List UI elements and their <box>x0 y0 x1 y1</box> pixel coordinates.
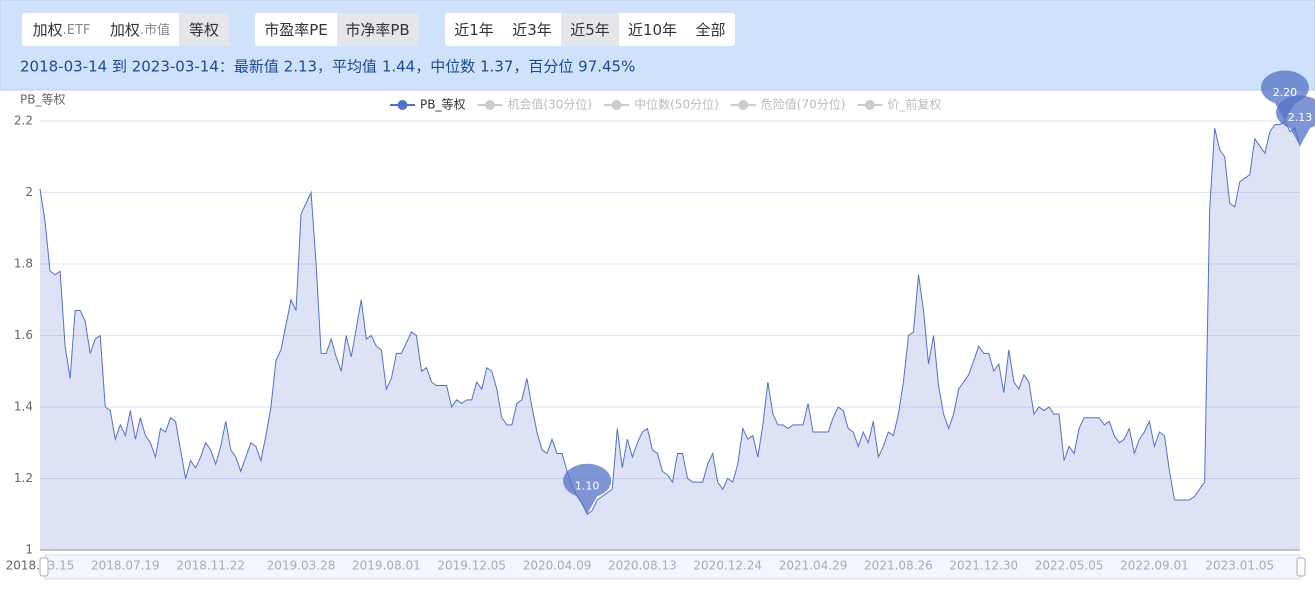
button-text: 近1年 <box>454 21 494 39</box>
toolbar: 加权.ETF 加权.市值 等权 市盈率PE 市净率PB 近1年 近3年 近5年 近10年 全部 <box>22 13 735 46</box>
button-active-bg <box>179 13 229 46</box>
mark-point-pin <box>1260 70 1309 121</box>
y-tick-label: 2 <box>25 185 33 199</box>
button[interactable]: 加权.ETF <box>33 21 91 39</box>
y-tick-label: 1.6 <box>14 328 33 342</box>
button-subtext: .ETF <box>63 23 91 38</box>
button[interactable]: 近3年 <box>512 21 552 39</box>
button[interactable]: 等权 <box>189 21 219 39</box>
button-text: 近10年 <box>628 21 677 39</box>
slider-handle[interactable] <box>39 557 49 577</box>
y-tick-label: 1 <box>25 543 33 557</box>
y-tick-label: 2.2 <box>14 114 33 128</box>
data-zoom-slider <box>44 554 1301 580</box>
button[interactable]: 市净率PB <box>345 21 409 39</box>
legend-label[interactable]: PB_等权 <box>420 98 465 112</box>
line <box>39 120 1301 516</box>
mark-point-pin <box>563 463 612 515</box>
button-text: 市盈率PE <box>264 21 328 39</box>
y-axis-label: PB_等权 <box>20 93 65 107</box>
button-text: 等权 <box>189 21 219 39</box>
legend-dot <box>397 100 408 110</box>
button[interactable]: 加权.市值 <box>110 21 170 39</box>
button-text: 近5年 <box>570 21 610 39</box>
legend-dot <box>611 100 622 110</box>
y-tick-label: 1.4 <box>14 400 33 414</box>
area <box>40 121 1300 550</box>
button-text: 市净率PB <box>345 21 409 39</box>
button-text: 近3年 <box>512 21 552 39</box>
y-tick-label: 1.8 <box>14 257 33 271</box>
button-text: 全部 <box>695 21 725 39</box>
mark-point-pin <box>1276 95 1315 147</box>
y-tick-label: 1.2 <box>14 471 33 485</box>
legend-dot <box>738 100 749 110</box>
button-active-bg <box>561 13 619 46</box>
button-subtext: .市值 <box>140 22 170 38</box>
legend-label[interactable]: 机会值(30分位) <box>507 97 592 112</box>
button[interactable]: 市盈率PE <box>264 21 328 39</box>
mark-point-label: 2.20 <box>1273 86 1298 99</box>
legend-dot <box>484 100 495 110</box>
button-active-bg <box>337 13 418 46</box>
legend-label[interactable]: 中位数(50分位) <box>634 97 719 112</box>
summary: 2018-03-14 到 2023-03-14：最新值 2.13，平均值 1.4… <box>20 58 635 76</box>
legend-label[interactable]: 危险值(70分位) <box>761 97 846 112</box>
button[interactable]: 近5年 <box>570 21 610 39</box>
button-text: 加权 <box>110 21 140 39</box>
slider-handle[interactable] <box>1296 557 1306 577</box>
mark-point-label: 2.13 <box>1288 111 1313 124</box>
button-text: 加权 <box>33 21 63 39</box>
button-group <box>22 13 229 46</box>
chart: PB_等权 1 1.2 1.4 1.6 1.8 2 2.2 PB_等权 机会值(30分位) 中位数(… <box>6 70 1315 580</box>
legend-label[interactable]: 价_前复权 <box>887 97 941 112</box>
button[interactable]: 近1年 <box>454 21 494 39</box>
button[interactable]: 近10年 <box>628 21 677 39</box>
mark-point-label: 1.10 <box>575 479 600 492</box>
button[interactable]: 全部 <box>695 21 725 39</box>
legend-dot <box>864 100 875 110</box>
